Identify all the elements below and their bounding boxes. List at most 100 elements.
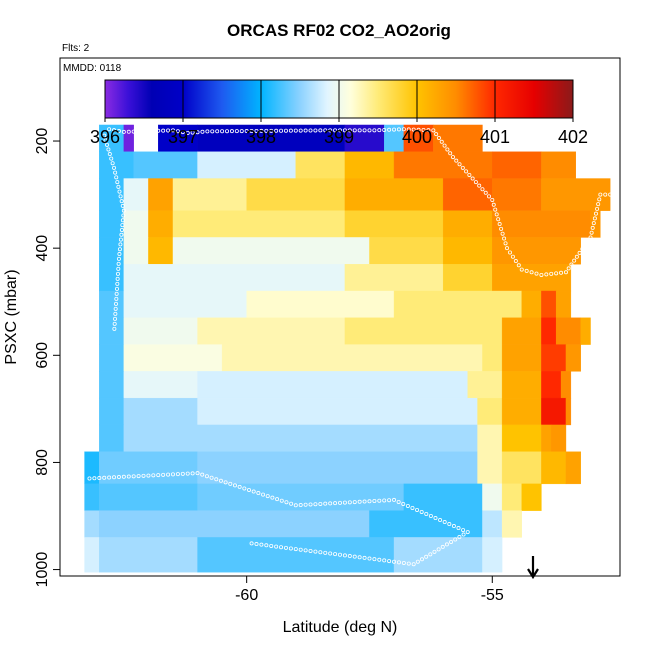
heatmap-cell [123,344,223,372]
heatmap-cell [369,237,444,265]
track-point [242,486,247,491]
track-point [597,197,602,202]
track-point [450,155,455,160]
track-point [275,497,280,502]
track-point [223,480,228,485]
track-point [444,542,449,547]
track-point [392,559,397,564]
track-point [249,541,254,546]
track-point [415,507,420,512]
track-point [596,202,601,207]
track-point [214,477,219,482]
track-point [265,494,270,499]
heatmap-cell [123,371,198,399]
heatmap-cell [433,124,483,152]
heatmap-cell [442,178,493,211]
arrow-marker [527,556,539,580]
heatmap-cell [197,424,478,452]
track-point [608,192,613,197]
track-point [436,135,441,140]
heatmap-cell [492,237,581,265]
heatmap-cell [477,397,503,426]
track-point [117,189,122,194]
track-point [382,127,387,132]
track-point [352,500,357,505]
track-point [362,128,367,133]
heatmap-cell [123,264,174,292]
heatmap-cell [84,537,100,573]
track-point [419,557,424,562]
colorbar-tick-label: 396 [90,127,120,147]
track-point [112,321,117,326]
heatmap-cell [99,451,198,485]
track-point [563,270,568,275]
track-point [118,242,123,247]
track-point [254,542,259,547]
heatmap-cell [501,397,542,426]
heatmap-cell [172,178,247,211]
track-point [513,259,518,264]
track-point [496,217,501,222]
track-point [372,499,377,504]
heatmap-cell [99,317,125,345]
track-point [490,197,495,202]
track-point [461,532,466,537]
y-tick-label: 1000 [34,552,51,588]
track-point [569,262,574,267]
track-point [210,129,215,134]
track-point [107,127,112,132]
track-point [352,554,357,559]
track-point [119,227,124,232]
heatmap-cell [344,151,395,179]
track-point [439,139,444,144]
y-tick-label: 600 [34,342,51,369]
track-point [141,129,146,134]
track-point [97,476,102,481]
track-point [487,194,492,199]
track-point [283,545,288,550]
track-point [470,176,475,181]
heatmap-cell [541,151,576,179]
track-point [156,473,161,478]
chart-title: ORCAS RF02 CO2_AO2orig [227,21,451,40]
track-point [114,291,119,296]
heatmap-cell [477,451,503,485]
heatmap-cell [99,483,198,511]
heatmap-cell [501,510,522,538]
track-point [382,498,387,503]
track-point [175,129,180,134]
track-point [234,129,239,134]
track-point [151,128,156,133]
heatmap-cell [99,151,134,179]
track-point [288,128,293,133]
track-point [126,474,131,479]
track-point [120,218,125,223]
track-point [114,301,119,306]
track-point [347,554,352,559]
track-point [313,128,318,133]
heatmap-cell [123,290,247,319]
track-point [377,128,382,133]
track-point [473,180,478,185]
track-point [497,222,502,227]
track-point [377,557,382,562]
track-point [118,237,123,242]
track-point [303,548,308,553]
track-point [499,226,504,231]
track-point [318,550,323,555]
heatmap-cell [197,483,405,511]
heatmap-cell [501,317,542,345]
track-point [333,128,338,133]
track-point [121,208,126,213]
colorbar-tick-label: 399 [324,127,354,147]
track-point [244,129,249,134]
track-point [502,236,507,241]
track-point [293,547,298,552]
heatmap-cell [482,483,503,511]
track-point [256,491,261,496]
track-point [457,535,462,540]
heatmap-cell [541,397,567,426]
mmdd-label: MMDD: 0118 [63,63,122,74]
track-point [387,127,392,132]
